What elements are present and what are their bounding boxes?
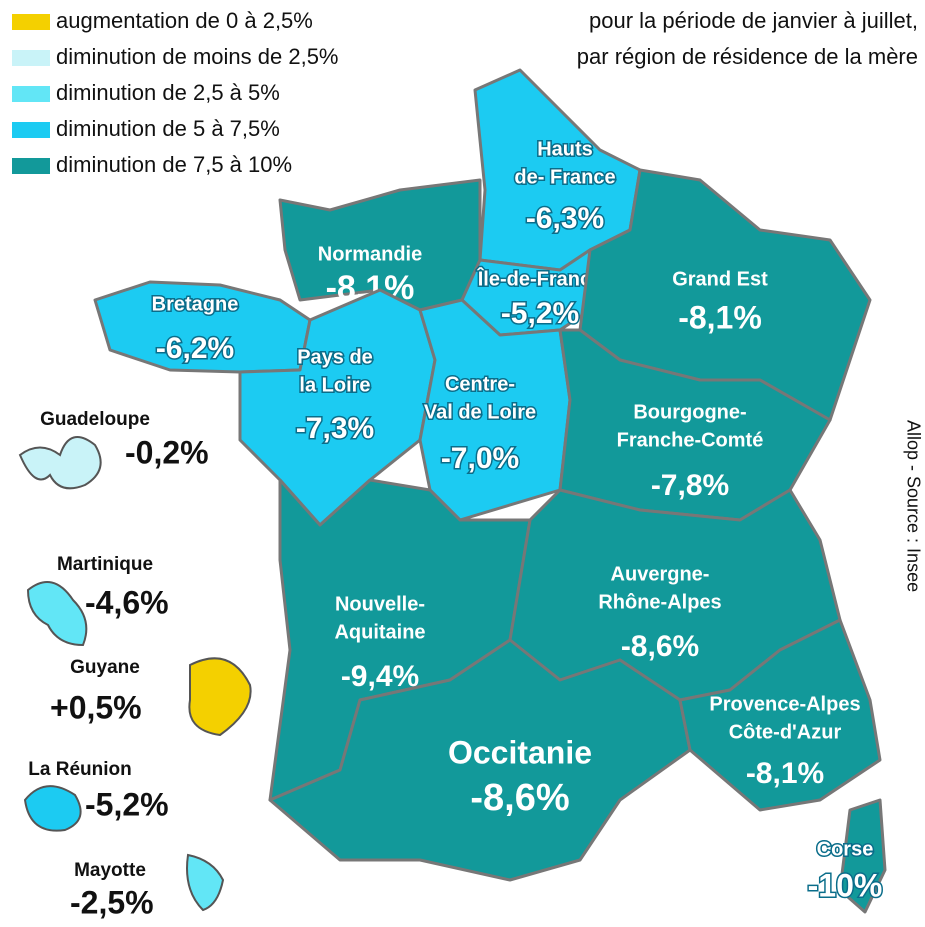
region-value: -8,6% xyxy=(621,630,699,663)
region-name: Bourgogne- xyxy=(633,401,746,423)
territory xyxy=(188,657,252,737)
region-value: -7,3% xyxy=(296,412,374,445)
territory xyxy=(26,581,88,647)
territory-name: Martinique xyxy=(57,554,153,575)
region-name: de- France xyxy=(514,166,615,188)
region-name: Hauts xyxy=(537,138,593,160)
territory xyxy=(186,853,225,912)
region-name: Grand Est xyxy=(672,268,768,290)
region-name: Franche-Comté xyxy=(617,429,764,451)
region-name: Côte-d'Azur xyxy=(729,721,842,743)
subtitle: par région de résidence de la mère xyxy=(577,44,918,69)
territory xyxy=(23,785,82,832)
region-value: -10% xyxy=(808,867,883,903)
region-value: -6,3% xyxy=(526,202,604,235)
region-value: -8,1% xyxy=(678,299,762,335)
territory-name: La Réunion xyxy=(28,759,131,780)
region-name: Rhône-Alpes xyxy=(598,591,721,613)
region-value: -7,8% xyxy=(651,469,729,502)
region-name: Provence-Alpes xyxy=(709,693,860,715)
region-value: -7,0% xyxy=(441,442,519,475)
region-name: Aquitaine xyxy=(334,621,425,643)
region-name: Pays de xyxy=(297,346,373,368)
legend-label: diminution de 2,5 à 5% xyxy=(56,80,280,105)
territory-name: Guyane xyxy=(70,657,140,678)
legend-swatch xyxy=(12,122,50,138)
region-name: Auvergne- xyxy=(611,563,710,585)
legend-label: diminution de moins de 2,5% xyxy=(56,44,339,69)
legend-label: augmentation de 0 à 2,5% xyxy=(56,8,313,33)
region-value: -8,1% xyxy=(746,757,824,790)
legend-swatch xyxy=(12,86,50,102)
region-name: Val de Loire xyxy=(424,401,536,423)
territory-value: +0,5% xyxy=(50,689,142,725)
region-name: Corse xyxy=(817,838,874,860)
territory-value: -4,6% xyxy=(85,584,169,620)
legend-label: diminution de 5 à 7,5% xyxy=(56,116,280,141)
region-name: Île-de-France xyxy=(477,266,602,290)
territory-name: Guadeloupe xyxy=(40,409,150,430)
region-value: -9,4% xyxy=(341,660,419,693)
region xyxy=(678,618,882,812)
legend-swatch xyxy=(12,14,50,30)
region xyxy=(268,638,692,882)
region-name: Centre- xyxy=(445,373,515,395)
region-value: -8,6% xyxy=(470,777,569,819)
territory-value: -0,2% xyxy=(125,434,209,470)
region-name: Occitanie xyxy=(448,734,592,770)
credit: Allop - Source : Insee xyxy=(903,420,923,592)
region xyxy=(838,798,887,914)
region-name: Bretagne xyxy=(152,293,239,315)
region-value: -5,2% xyxy=(501,297,579,330)
territory-value: -2,5% xyxy=(70,884,154,920)
territory-name: Mayotte xyxy=(74,860,146,881)
legend-swatch xyxy=(12,158,50,174)
region-name: Normandie xyxy=(318,243,422,265)
region xyxy=(558,328,832,522)
legend-label: diminution de 7,5 à 10% xyxy=(56,152,292,177)
region-value: -6,2% xyxy=(156,332,234,365)
region-name: la Loire xyxy=(299,374,370,396)
territory-value: -5,2% xyxy=(85,786,169,822)
region-name: Nouvelle- xyxy=(335,593,425,615)
subtitle: pour la période de janvier à juillet, xyxy=(589,8,918,33)
territory xyxy=(18,436,102,490)
legend-swatch xyxy=(12,50,50,66)
